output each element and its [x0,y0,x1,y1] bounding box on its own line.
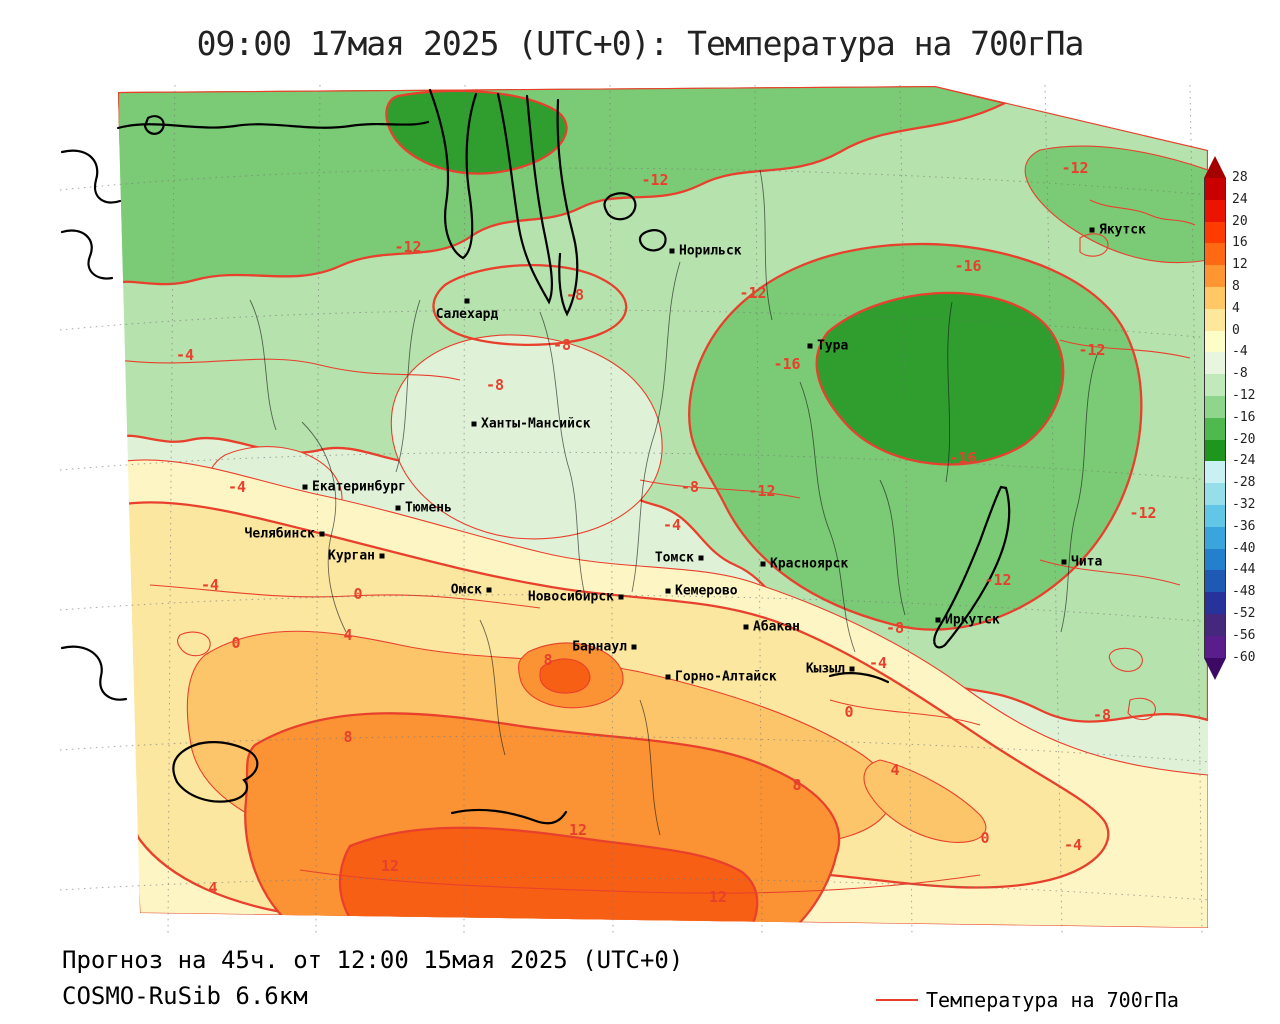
colorbar-segment [1204,592,1226,614]
colorbar-tick: -24 [1232,453,1256,469]
colorbar-segment [1204,178,1226,200]
colorbar-segment [1204,439,1226,462]
colorbar-tick: 28 [1232,170,1248,185]
colorbar-tick: -44 [1232,562,1256,578]
colorbar-tick: -40 [1232,540,1256,556]
colorbar-tick: 8 [1232,279,1240,294]
colorbar-segment [1204,308,1226,331]
colorbar-tick: -48 [1232,584,1256,600]
colorbar-tick: -4 [1232,344,1248,360]
coastlines [60,88,1011,825]
colorbar-tick: -36 [1232,518,1256,534]
colorbar-segment [1204,570,1226,593]
colorbar-tick: 16 [1232,235,1248,251]
colorbar-tick: 0 [1232,322,1240,338]
map-legend: Температура на 700гПа [876,988,1179,1012]
colorbar-tick: -16 [1232,409,1256,425]
colorbar-segment [1204,635,1226,658]
colorbar-segment [1204,461,1226,484]
temperature-colorbar: 28 24 20 16 12 8 4 0 -4 -8 -12 -16 -20 -24 -28 -32 -36 -4… [1204,156,1274,686]
colorbar-arrow-top [1204,156,1226,178]
colorbar-segment [1204,199,1226,222]
colorbar-segment [1204,243,1226,266]
colorbar-tick: 12 [1232,257,1248,273]
model-info: COSMO-RuSib 6.6км [62,982,308,1010]
colorbar-segment [1204,614,1226,636]
colorbar-tick: 20 [1232,213,1248,229]
colorbar-segment [1204,505,1226,527]
colorbar-tick: -32 [1232,497,1256,512]
colorbar-tick: 24 [1232,191,1248,207]
colorbar-segment [1204,265,1226,287]
forecast-info: Прогноз на 45ч. от 12:00 15мая 2025 (UTC… [62,946,684,974]
colorbar-segment [1204,352,1226,375]
colorbar-arrow-bottom [1204,657,1226,680]
colorbar-tick: -56 [1232,627,1256,643]
lake-baikal [933,485,1011,649]
colorbar-segment [1204,396,1226,418]
thin-contours [118,199,1196,894]
colorbar-segment [1204,526,1226,549]
colorbar-segment [1204,330,1226,353]
colorbar-segment [1204,287,1226,309]
colorbar-tick: -52 [1232,606,1256,621]
legend-label: Температура на 700гПа [926,988,1179,1012]
temperature-field [118,86,1208,928]
page-title: 09:00 17мая 2025 (UTC+0): Температура на… [196,24,1085,63]
colorbar-tick: -28 [1232,475,1256,491]
graticule [59,84,1211,936]
legend-line-sample [876,999,918,1001]
colorbar-segment [1204,548,1226,571]
colorbar-segment [1204,221,1226,244]
colorbar-segment [1204,374,1226,396]
colorbar-tick: -8 [1232,366,1248,382]
colorbar-segment [1204,483,1226,505]
colorbar-tick: -60 [1232,649,1256,665]
colorbar-tick: -12 [1232,388,1256,403]
colorbar-tick: 4 [1232,300,1240,316]
colorbar-tick: -20 [1232,431,1256,447]
admin-borders [249,169,1099,836]
island [143,115,165,135]
footer: Прогноз на 45ч. от 12:00 15мая 2025 (UTC… [62,946,683,1010]
colorbar-segment [1204,417,1226,440]
